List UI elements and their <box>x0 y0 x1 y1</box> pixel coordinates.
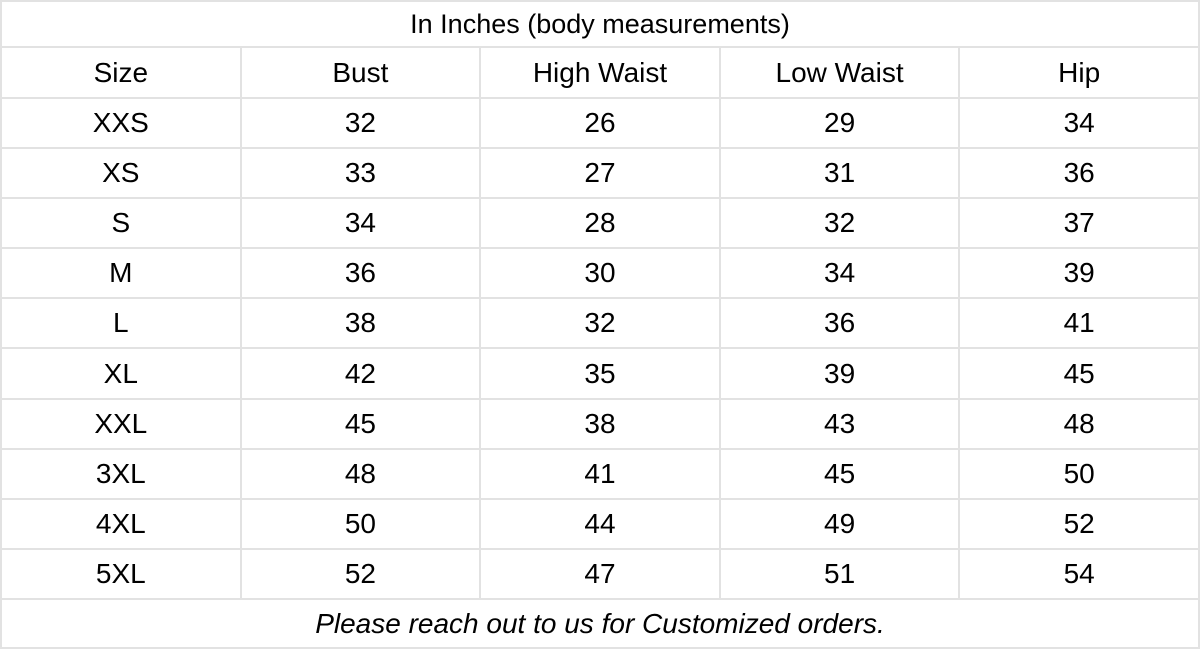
table-row: L 38 32 36 41 <box>0 297 1200 350</box>
measurement-value: 32 <box>239 96 482 150</box>
size-label: M <box>0 247 242 300</box>
measurement-value: 29 <box>718 96 961 150</box>
measurement-value: 45 <box>239 397 482 450</box>
table-header-row: Size Bust High Waist Low Waist Hip <box>0 46 1200 99</box>
measurement-value: 44 <box>479 497 721 550</box>
table-row: XL 42 35 39 45 <box>0 347 1200 400</box>
measurement-value: 36 <box>958 147 1200 200</box>
table-row: 5XL 52 47 51 54 <box>0 547 1200 601</box>
measurement-value: 41 <box>958 297 1200 350</box>
measurement-value: 39 <box>958 247 1200 300</box>
measurement-value: 31 <box>718 147 961 200</box>
column-header-bust: Bust <box>239 46 482 99</box>
measurement-value: 26 <box>479 96 721 150</box>
measurement-value: 51 <box>718 547 961 601</box>
table-body: XXS 32 26 29 34 XS 33 27 31 36 S 34 28 32 37 M 36 30 34 39 L… <box>0 96 1200 601</box>
table-row: 4XL 50 44 49 52 <box>0 497 1200 550</box>
size-label: XS <box>0 147 242 200</box>
measurement-value: 28 <box>479 197 721 250</box>
measurement-value: 36 <box>718 297 961 350</box>
measurement-value: 43 <box>718 397 961 450</box>
size-label: L <box>0 297 242 350</box>
column-header-hip: Hip <box>958 46 1200 99</box>
table-row: XS 33 27 31 36 <box>0 147 1200 200</box>
measurement-value: 48 <box>958 397 1200 450</box>
measurement-value: 52 <box>958 497 1200 550</box>
measurement-value: 49 <box>718 497 961 550</box>
column-header-size: Size <box>0 46 242 99</box>
measurement-value: 41 <box>479 447 721 500</box>
table-row: M 36 30 34 39 <box>0 247 1200 300</box>
measurement-value: 38 <box>239 297 482 350</box>
size-label: 3XL <box>0 447 242 500</box>
size-label: XXL <box>0 397 242 450</box>
table-row: XXS 32 26 29 34 <box>0 96 1200 150</box>
measurement-value: 27 <box>479 147 721 200</box>
measurement-value: 47 <box>479 547 721 601</box>
measurement-value: 35 <box>479 347 721 400</box>
measurement-value: 30 <box>479 247 721 300</box>
customized-orders-note: Please reach out to us for Customized or… <box>0 598 1200 649</box>
size-label: XXS <box>0 96 242 150</box>
measurement-value: 36 <box>239 247 482 300</box>
table-title: In Inches (body measurements) <box>0 0 1200 48</box>
measurement-value: 45 <box>718 447 961 500</box>
column-header-high-waist: High Waist <box>479 46 721 99</box>
measurement-value: 48 <box>239 447 482 500</box>
measurement-value: 38 <box>479 397 721 450</box>
column-header-low-waist: Low Waist <box>718 46 961 99</box>
table-row: S 34 28 32 37 <box>0 197 1200 250</box>
measurement-value: 52 <box>239 547 482 601</box>
measurement-value: 32 <box>718 197 961 250</box>
table-title-row: In Inches (body measurements) <box>0 0 1200 48</box>
measurement-value: 32 <box>479 297 721 350</box>
table-row: 3XL 48 41 45 50 <box>0 447 1200 500</box>
measurement-value: 54 <box>958 547 1200 601</box>
size-label: XL <box>0 347 242 400</box>
measurement-value: 39 <box>718 347 961 400</box>
measurement-value: 34 <box>718 247 961 300</box>
measurement-value: 50 <box>958 447 1200 500</box>
measurement-value: 42 <box>239 347 482 400</box>
measurement-value: 34 <box>239 197 482 250</box>
measurement-value: 50 <box>239 497 482 550</box>
size-label: 5XL <box>0 547 242 601</box>
size-label: 4XL <box>0 497 242 550</box>
table-footer-row: Please reach out to us for Customized or… <box>0 598 1200 649</box>
size-label: S <box>0 197 242 250</box>
measurement-value: 33 <box>239 147 482 200</box>
measurement-value: 37 <box>958 197 1200 250</box>
table-row: XXL 45 38 43 48 <box>0 397 1200 450</box>
measurement-value: 45 <box>958 347 1200 400</box>
measurement-value: 34 <box>958 96 1200 150</box>
